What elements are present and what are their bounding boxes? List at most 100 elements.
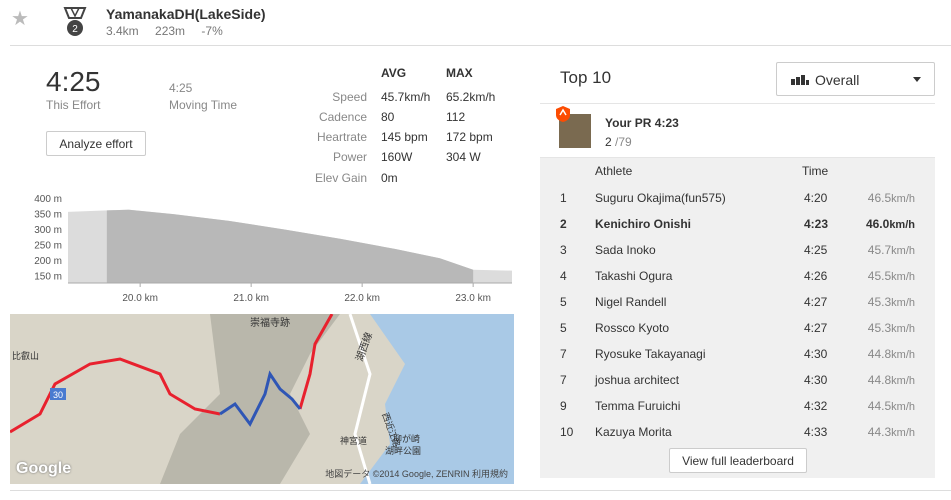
max-header: MAX	[446, 66, 473, 80]
row-speed: 45.5km/h	[868, 269, 915, 283]
row-athlete-name[interactable]: Temma Furuichi	[595, 399, 681, 413]
row-rank: 7	[560, 347, 567, 361]
pr-title: Your PR 4:23	[605, 116, 679, 130]
map-terms-link[interactable]: 利用規約	[471, 469, 508, 479]
map-canvas: 崇福寺跡 湖西線 西近江路 神宮道 柳が崎 湖畔公園 比叡山 30	[10, 314, 514, 484]
stats-row-power: Power 160W 304 W	[297, 150, 517, 170]
table-row[interactable]: 2 Kenichiro Onishi 4:23 46.0km/h	[540, 210, 935, 236]
view-full-leaderboard-button[interactable]: View full leaderboard	[669, 448, 807, 473]
row-speed: 44.3km/h	[868, 425, 915, 439]
row-rank: 5	[560, 321, 567, 335]
elevation-x-ticks: 20.0 km 21.0 km 22.0 km 23.0 km	[122, 283, 491, 304]
stat-label: Heartrate	[316, 130, 367, 144]
row-speed-unit: km/h	[891, 323, 915, 335]
route-red-east	[298, 314, 334, 410]
row-speed-value: 45.7	[867, 243, 892, 257]
table-row[interactable]: 10 Kazuya Morita 4:33 44.3km/h	[540, 418, 935, 444]
leaderboard-table: Athlete Time 1 Suguru Okajima(fun575) 4:20…	[540, 158, 935, 478]
stat-max: 65.2km/h	[446, 90, 496, 104]
y-tick-label: 150 m	[34, 271, 62, 282]
x-tick-label: 23.0 km	[455, 293, 491, 304]
row-time[interactable]: 4:30	[804, 347, 828, 361]
moving-time: 4:25	[169, 81, 193, 95]
stat-avg: 80	[381, 110, 395, 124]
table-row[interactable]: 7 joshua architect 4:30 44.8km/h	[540, 366, 935, 392]
y-tick-label: 300 m	[34, 225, 62, 236]
row-athlete-name[interactable]: Kenichiro Onishi	[595, 217, 692, 231]
row-speed-value: 45.3	[867, 321, 892, 335]
row-athlete-name[interactable]: Kazuya Morita	[595, 425, 672, 439]
map-label: 崇福寺跡	[250, 316, 290, 329]
row-time[interactable]: 4:26	[804, 269, 828, 283]
map-mountain	[160, 314, 340, 484]
row-rank: 2	[560, 217, 567, 231]
row-speed-value: 44.8	[867, 373, 892, 387]
row-athlete-name[interactable]: Ryosuke Takayanagi	[595, 347, 706, 361]
pr-rank-value: 2	[605, 135, 612, 149]
header-divider	[10, 45, 951, 46]
route-blue-effort	[219, 370, 302, 427]
segment-distance: 3.4km	[106, 24, 139, 38]
row-athlete-name[interactable]: Rossco Kyoto	[595, 321, 670, 335]
star-icon[interactable]: ★	[11, 8, 29, 30]
stats-row-speed: Speed 45.7km/h 65.2km/h	[297, 90, 517, 110]
elevation-chart[interactable]: 400 m 350 m 300 m 250 m 200 m 150 m 20.0 km 21…	[0, 190, 520, 305]
row-time[interactable]: 4:20	[804, 191, 828, 205]
stats-row-elev-gain: Elev Gain 0m	[297, 171, 517, 191]
bar-chart-icon	[791, 75, 809, 85]
segment-elevation: 223m	[155, 24, 186, 38]
stat-max: 304 W	[446, 150, 481, 164]
row-athlete-name[interactable]: Takashi Ogura	[595, 269, 673, 283]
row-speed-unit: km/h	[889, 219, 915, 231]
row-speed: 44.5km/h	[868, 399, 915, 413]
col-time: Time	[802, 164, 829, 178]
analyze-effort-button[interactable]: Analyze effort	[46, 131, 146, 156]
google-logo: Google	[16, 460, 72, 477]
row-athlete-name[interactable]: joshua architect	[595, 373, 680, 387]
table-row[interactable]: 5 Nigel Randell 4:27 45.3km/h	[540, 288, 935, 314]
row-time[interactable]: 4:30	[804, 373, 828, 387]
stats-row-cadence: Cadence 80 112	[297, 110, 517, 130]
table-row[interactable]: 9 Temma Furuichi 4:32 44.5km/h	[540, 392, 935, 418]
row-athlete-name[interactable]: Sada Inoko	[595, 243, 656, 257]
pr-rank: 2 /79	[605, 135, 632, 149]
row-rank: 7	[560, 373, 567, 387]
moving-time-label: Moving Time	[169, 98, 238, 112]
row-time[interactable]: 4:25	[804, 243, 828, 257]
row-athlete-name[interactable]: Nigel Randell	[595, 295, 667, 309]
y-tick-label: 250 m	[34, 240, 62, 251]
table-row[interactable]: 1 Suguru Okajima(fun575) 4:20 46.5km/h	[540, 184, 935, 210]
table-row[interactable]: 3 Sada Inoko 4:25 45.7km/h	[540, 236, 935, 262]
row-athlete-name[interactable]: Suguru Okajima(fun575)	[595, 191, 726, 205]
row-speed-unit: km/h	[891, 349, 915, 361]
elevation-y-ticks: 400 m 350 m 300 m 250 m 200 m 150 m	[34, 194, 62, 282]
row-speed: 45.3km/h	[868, 321, 915, 335]
personal-record: Your PR 4:23 2 /79	[540, 103, 935, 158]
row-time[interactable]: 4:23	[804, 217, 829, 231]
leaderboard-title: Top 10	[560, 68, 612, 87]
row-rank: 5	[560, 295, 567, 309]
table-row[interactable]: 5 Rossco Kyoto 4:27 45.3km/h	[540, 314, 935, 340]
row-rank: 9	[560, 399, 567, 413]
stat-label: Power	[332, 150, 367, 164]
pr-rank-total: /79	[615, 135, 632, 149]
stat-label: Speed	[332, 90, 367, 104]
row-speed-value: 45.3	[867, 295, 892, 309]
y-tick-label: 350 m	[34, 209, 62, 220]
route-map[interactable]: 崇福寺跡 湖西線 西近江路 神宮道 柳が崎 湖畔公園 比叡山 30 Google…	[10, 314, 514, 484]
table-row[interactable]: 7 Ryosuke Takayanagi 4:30 44.8km/h	[540, 340, 935, 366]
table-row[interactable]: 4 Takashi Ogura 4:26 45.5km/h	[540, 262, 935, 288]
row-rank: 1	[560, 191, 567, 205]
row-time[interactable]: 4:27	[804, 321, 828, 335]
segment-name[interactable]: YamanakaDH(LakeSide)	[106, 6, 266, 22]
stat-avg: 145 bpm	[381, 130, 428, 144]
row-speed-value: 44.3	[867, 425, 892, 439]
leaderboard-filter-select[interactable]: Overall	[776, 62, 935, 96]
effort-time-label: This Effort	[46, 98, 101, 112]
row-time[interactable]: 4:27	[804, 295, 828, 309]
row-speed-value: 46.5	[867, 191, 892, 205]
row-time[interactable]: 4:32	[804, 399, 828, 413]
map-road	[348, 314, 372, 484]
row-time[interactable]: 4:33	[804, 425, 828, 439]
row-speed-unit: km/h	[891, 245, 915, 257]
